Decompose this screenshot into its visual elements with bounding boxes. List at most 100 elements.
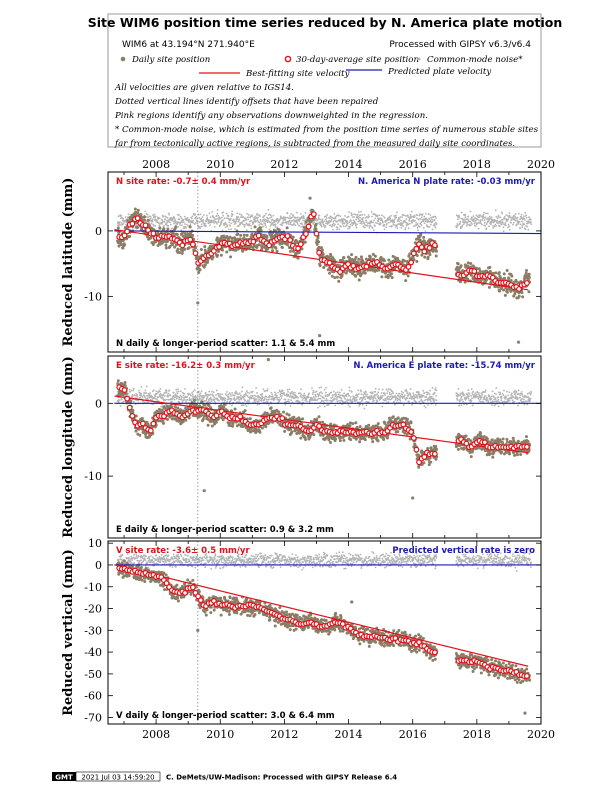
daily-point (377, 268, 381, 272)
cm-noise-point (168, 213, 171, 216)
cm-noise-point (196, 220, 199, 222)
daily-point (249, 245, 253, 249)
cm-noise-point (197, 390, 200, 393)
cm-noise-point (484, 398, 487, 401)
daily-point (330, 274, 334, 278)
cm-noise-point (473, 219, 475, 221)
cm-noise-point (255, 219, 258, 222)
cm-noise-point (477, 398, 480, 400)
cm-noise-point (129, 391, 132, 393)
legend-predicted: Predicted plate velocity (387, 67, 491, 77)
cm-noise-point (371, 396, 373, 399)
cm-noise-point (432, 224, 435, 227)
cm-noise-point (379, 222, 382, 225)
cm-noise-point (498, 225, 501, 228)
cm-noise-point (412, 392, 415, 395)
cm-noise-point (356, 223, 358, 225)
cm-noise-point (285, 222, 288, 225)
cm-noise-point (124, 216, 127, 218)
cm-noise-point (161, 222, 163, 225)
daily-point (521, 295, 525, 299)
cm-noise-point (511, 399, 514, 402)
cm-noise-point (333, 398, 336, 401)
cm-noise-point (487, 216, 490, 219)
cm-noise-point (324, 399, 326, 402)
cm-noise-point (299, 216, 301, 219)
cm-noise-point (435, 216, 437, 219)
legend-cm-noise: Common-mode noise* (427, 55, 523, 65)
cm-noise-point (289, 223, 292, 226)
cm-noise-point (236, 401, 239, 403)
cm-noise-point (344, 398, 347, 400)
cm-noise-point (523, 223, 526, 226)
cm-noise-point (363, 222, 366, 225)
daily-point (309, 219, 313, 223)
daily-point (166, 227, 170, 231)
cm-noise-point (482, 398, 485, 401)
cm-noise-point (191, 215, 194, 218)
cm-noise-point (367, 222, 370, 225)
cm-noise-point (485, 223, 488, 225)
daily-point (178, 251, 182, 255)
cm-noise-point (299, 222, 302, 225)
cm-noise-point (469, 210, 472, 213)
cm-noise-point (487, 220, 490, 223)
cm-noise-point (192, 222, 195, 224)
cm-noise-point (183, 398, 186, 401)
cm-noise-point (275, 394, 278, 397)
cm-noise-point (492, 226, 495, 229)
daily-point (149, 236, 153, 240)
cm-noise-point (210, 400, 213, 402)
cm-noise-point (272, 214, 275, 217)
cm-noise-point (483, 222, 486, 224)
cm-noise-point (200, 223, 203, 226)
cm-noise-point (225, 394, 228, 397)
daily-point (402, 272, 406, 276)
cm-noise-point (203, 396, 205, 399)
cm-noise-point (427, 404, 430, 406)
daily-point (253, 225, 257, 229)
cm-noise-point (425, 212, 427, 215)
cm-noise-point (259, 220, 262, 223)
cm-noise-point (376, 400, 379, 403)
cm-noise-point (240, 397, 243, 400)
cm-noise-point (502, 226, 505, 229)
cm-noise-point (158, 390, 161, 393)
cm-noise-point (416, 217, 418, 220)
cm-noise-point (267, 404, 270, 406)
cm-noise-point (325, 386, 328, 389)
cm-noise-point (227, 228, 230, 231)
cm-noise-point (312, 391, 314, 394)
cm-noise-point (393, 214, 395, 217)
cm-noise-point (215, 221, 217, 224)
cm-noise-point (198, 217, 201, 219)
cm-noise-point (266, 221, 269, 224)
cm-noise-point (326, 213, 329, 216)
cm-noise-point (500, 397, 503, 400)
cm-noise-point (370, 210, 373, 213)
cm-noise-point (203, 400, 206, 402)
cm-noise-point (211, 210, 214, 213)
cm-noise-point (125, 223, 127, 226)
cm-noise-point (319, 405, 321, 408)
cm-noise-point (264, 224, 267, 227)
avg30-point (295, 245, 301, 252)
cm-noise-point (422, 226, 425, 229)
cm-noise-point (223, 217, 226, 220)
cm-noise-point (476, 391, 479, 394)
cm-noise-point (527, 228, 530, 231)
cm-noise-point (467, 397, 470, 400)
cm-noise-point (325, 391, 327, 394)
cm-noise-point (480, 396, 483, 399)
daily-point (342, 256, 346, 260)
cm-noise-point (165, 391, 168, 394)
daily-point (262, 233, 266, 237)
daily-point (303, 240, 307, 244)
cm-noise-point (276, 396, 279, 399)
daily-point (333, 276, 337, 280)
daily-point (187, 246, 191, 250)
cm-noise-point (504, 398, 507, 400)
daily-point (285, 226, 289, 230)
cm-noise-point (488, 225, 490, 228)
cm-noise-point (490, 216, 493, 219)
